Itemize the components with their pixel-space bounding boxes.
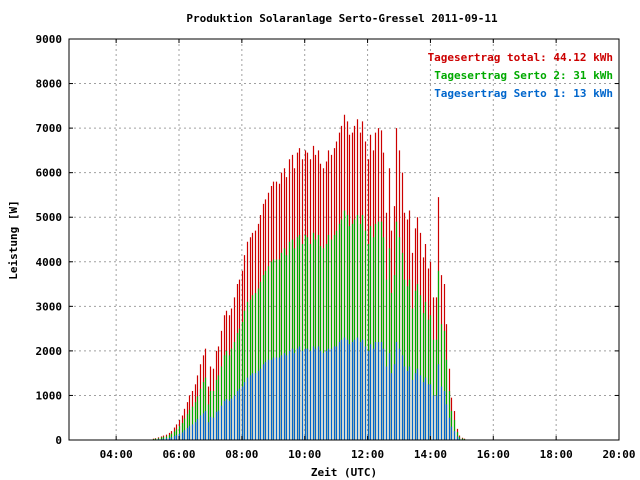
legend-serto-2: Tagesertrag Serto 2: 31 kWh — [434, 69, 613, 82]
x-tick-label: 06:00 — [162, 448, 195, 461]
y-tick-label: 4000 — [36, 256, 63, 269]
x-axis-ticks: 04:00 06:00 08:00 10:00 12:00 14:00 16:00 18:00… — [100, 39, 636, 461]
bars — [152, 114, 466, 440]
y-tick-label: 1000 — [36, 389, 63, 402]
x-tick-label: 18:00 — [540, 448, 573, 461]
x-tick-label: 08:00 — [225, 448, 258, 461]
legend-serto-1: Tagesertrag Serto 1: 13 kWh — [434, 87, 613, 100]
plot-frame — [68, 38, 620, 441]
y-tick-label: 5000 — [36, 211, 63, 224]
legend: Tagesertrag total: 44.12 kWh Tagesertrag… — [428, 51, 613, 100]
y-tick-label: 3000 — [36, 300, 63, 313]
x-tick-label: 04:00 — [100, 448, 133, 461]
x-tick-label: 10:00 — [288, 448, 321, 461]
y-axis-label: Leistung [W] — [7, 200, 20, 279]
x-tick-label: 20:00 — [602, 448, 635, 461]
legend-total: Tagesertrag total: 44.12 kWh — [428, 51, 613, 64]
x-tick-label: 14:00 — [414, 448, 447, 461]
y-axis-ticks: 0 1000 2000 3000 4000 5000 6000 7000 8000 9000 — [36, 33, 619, 447]
y-tick-label: 7000 — [36, 122, 63, 135]
x-tick-label: 12:00 — [351, 448, 384, 461]
x-tick-label: 16:00 — [477, 448, 510, 461]
y-tick-label: 2000 — [36, 345, 63, 358]
x-axis-label: Zeit (UTC) — [311, 466, 377, 479]
y-tick-label: 8000 — [36, 78, 63, 91]
chart-title: Produktion Solaranlage Serto-Gressel 201… — [186, 12, 498, 25]
y-tick-label: 9000 — [36, 33, 63, 46]
y-tick-label: 0 — [55, 434, 62, 447]
y-tick-label: 6000 — [36, 167, 63, 180]
